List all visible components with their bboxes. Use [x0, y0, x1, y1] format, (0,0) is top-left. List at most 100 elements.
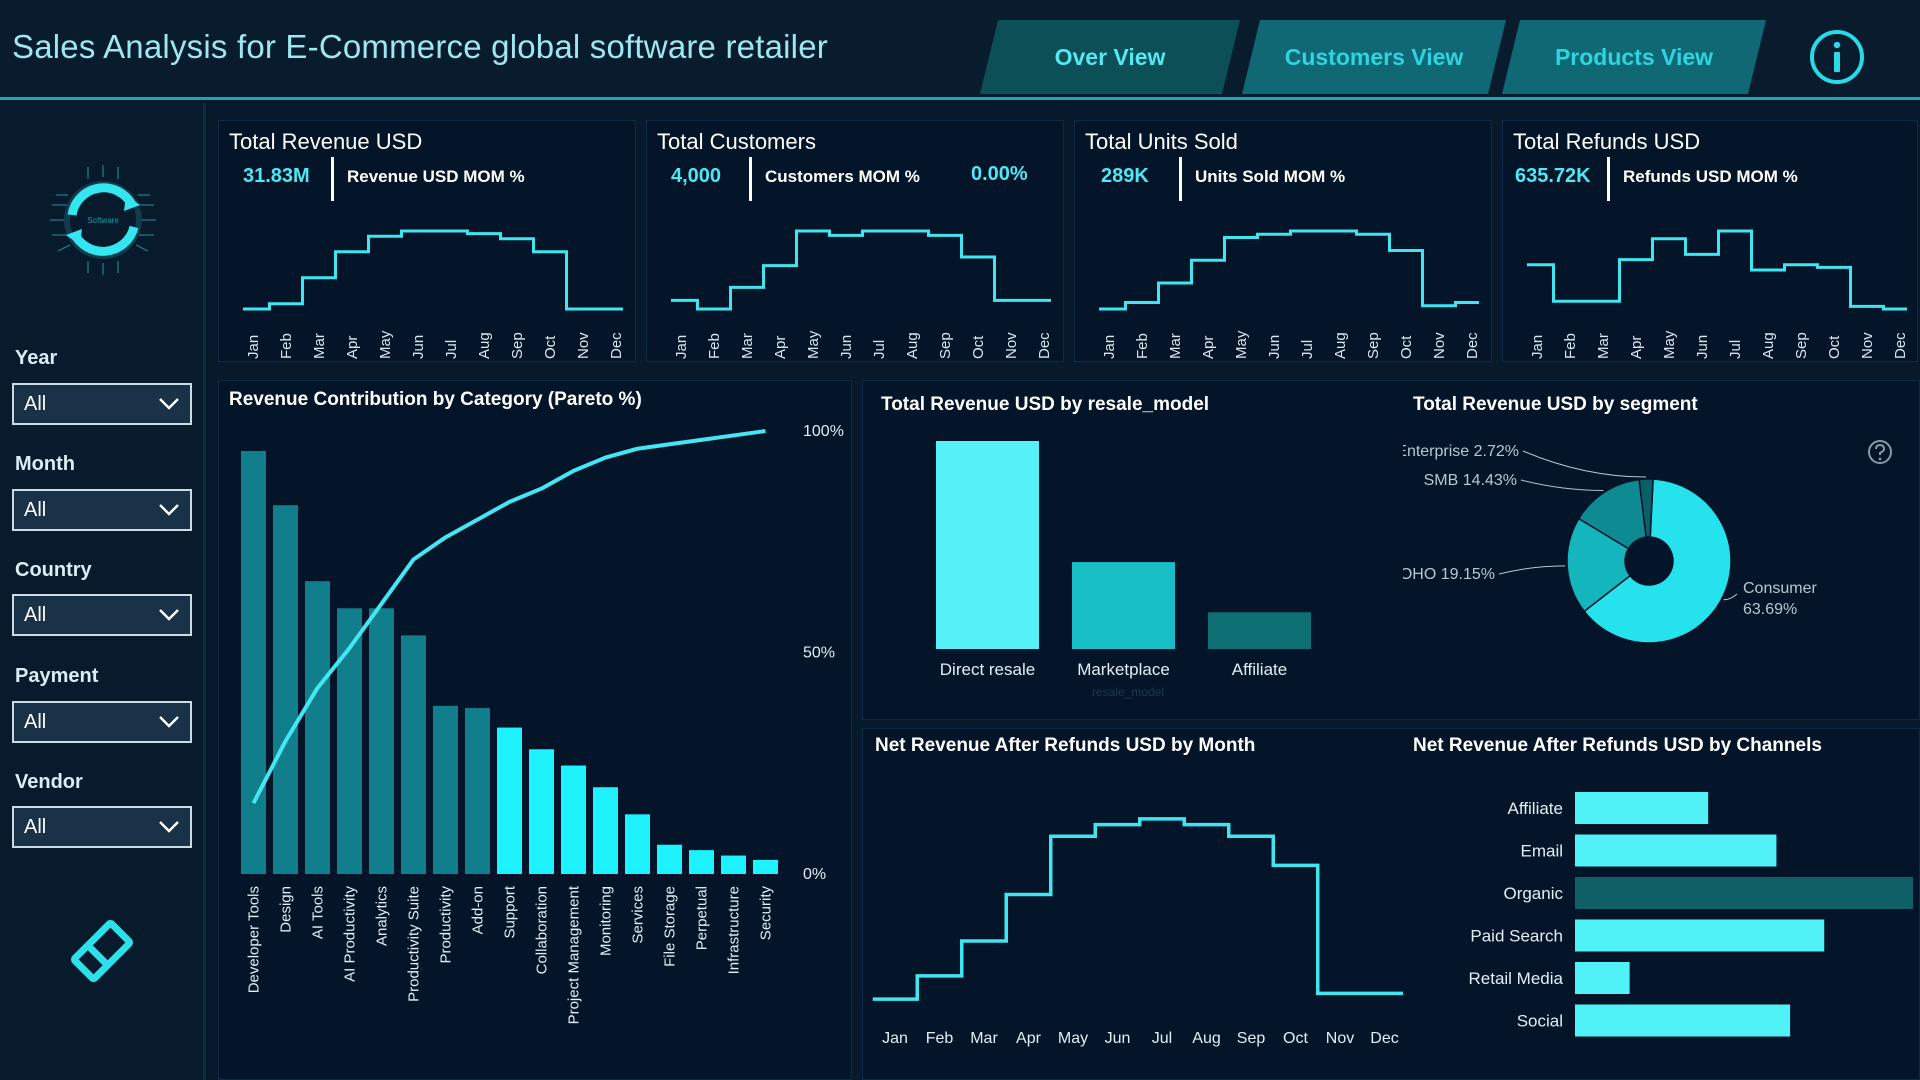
kpi-card-revenue: Total Revenue USD 31.83M Revenue USD MOM…: [218, 120, 636, 362]
category-tick-label: Perpetual: [694, 886, 711, 950]
payment-dropdown-value: All: [24, 710, 47, 733]
kpi-value: 635.72K: [1515, 165, 1591, 187]
year-dropdown[interactable]: All: [12, 383, 192, 425]
kpi-mom-label: Refunds USD MOM %: [1623, 167, 1798, 186]
segment-label: Consumer: [1743, 580, 1817, 597]
kpi-divider: [749, 157, 752, 201]
segment-leader-line: [1520, 479, 1604, 491]
kpi-value: 4,000: [671, 165, 722, 187]
month-tick-label: Oct: [1283, 1030, 1308, 1047]
month-tick-label: Nov: [1431, 332, 1448, 359]
category-tick-label: Services: [630, 886, 647, 944]
chevron-down-icon: [159, 716, 179, 728]
month-tick-label: Mar: [739, 333, 756, 359]
month-tick-label: May: [377, 330, 394, 359]
month-tick-label: Apr: [1628, 336, 1645, 359]
vendor-dropdown-value: All: [24, 815, 47, 838]
month-tick-label: Aug: [1332, 332, 1349, 359]
channel-label: Retail Media: [1469, 969, 1564, 988]
kpi-mom-label: Units Sold MOM %: [1195, 167, 1346, 186]
pareto-bar: [625, 814, 650, 874]
resale-category-label: Marketplace: [1077, 660, 1170, 679]
country-dropdown[interactable]: All: [12, 594, 192, 636]
pareto-y-tick-label: 100%: [803, 423, 844, 440]
pareto-y-tick-label: 0%: [803, 866, 826, 883]
filter-label-year: Year: [15, 347, 58, 369]
category-tick-label: AI Tools: [310, 886, 327, 939]
tab-over-view[interactable]: Over View: [980, 20, 1240, 94]
resale-chart-title: Total Revenue USD by resale_model: [881, 394, 1210, 415]
category-tick-label: Analytics: [374, 886, 391, 946]
pareto-bar: [753, 859, 778, 874]
month-tick-label: Jun: [410, 335, 427, 359]
month-tick-label: Nov: [575, 332, 592, 359]
category-tick-label: Monitoring: [598, 886, 615, 956]
category-tick-label: Collaboration: [534, 886, 551, 974]
month-tick-label: Sep: [1793, 332, 1810, 359]
kpi-mom-value: 0.00%: [971, 163, 1028, 185]
month-tick-label: May: [1661, 330, 1678, 359]
month-tick-label: May: [1058, 1030, 1088, 1047]
category-tick-label: Support: [502, 885, 519, 938]
channel-label: Email: [1520, 842, 1563, 861]
resale-segment-card: Total Revenue USD by resale_model Total …: [862, 380, 1920, 720]
kpi-title: Total Revenue USD: [229, 129, 423, 154]
pareto-bar: [657, 844, 682, 874]
channel-bar: [1575, 792, 1709, 824]
resale-bar: [936, 441, 1039, 649]
chevron-down-icon: [159, 609, 179, 621]
payment-dropdown[interactable]: All: [12, 701, 192, 743]
month-tick-label: Feb: [1134, 333, 1151, 359]
vendor-dropdown[interactable]: All: [12, 806, 192, 848]
month-tick-label: Jun: [1694, 335, 1711, 359]
net-month-chart-title: Net Revenue After Refunds USD by Month: [875, 735, 1256, 756]
kpi-sparkline-chart: Jan Feb Mar Apr May Jun Jul Aug Sep Oct Nov Dec: [1527, 229, 1907, 359]
category-tick-label: Productivity: [438, 886, 455, 964]
segment-label: 63.69%: [1743, 601, 1797, 618]
pareto-bar: [593, 787, 618, 874]
tab-products-view[interactable]: Products View: [1502, 20, 1766, 94]
month-tick-label: Aug: [1760, 332, 1777, 359]
month-tick-label: Jan: [245, 335, 262, 359]
month-dropdown[interactable]: All: [12, 489, 192, 531]
segment-chart-title: Total Revenue USD by segment: [1413, 394, 1698, 415]
pareto-bar: [273, 505, 298, 874]
info-icon[interactable]: [1808, 28, 1866, 86]
chevron-down-icon: [159, 821, 179, 833]
month-tick-label: Oct: [1826, 335, 1843, 359]
month-tick-label: Oct: [1398, 335, 1415, 359]
segment-label: SMB 14.43%: [1424, 472, 1517, 489]
month-tick-label: Oct: [970, 335, 987, 359]
net-revenue-channels-chart: Affiliate Email Organic Paid Search Retail M…: [1469, 792, 1913, 1037]
country-dropdown-value: All: [24, 603, 47, 626]
resale-category-label: Direct resale: [940, 660, 1035, 679]
month-tick-label: Sep: [509, 332, 526, 359]
help-icon[interactable]: [1866, 438, 1894, 466]
month-tick-label: Dec: [1464, 332, 1479, 359]
category-tick-label: AI Productivity: [342, 886, 359, 982]
pareto-chart-card: Revenue Contribution by Category (Pareto…: [218, 380, 852, 1080]
category-tick-label: Productivity Suite: [406, 886, 423, 1002]
pareto-bar: [369, 608, 394, 874]
pareto-bar: [497, 727, 522, 874]
month-tick-label: May: [805, 330, 822, 359]
kpi-title: Total Customers: [657, 129, 816, 154]
segment-slice: [1566, 517, 1632, 613]
month-tick-label: Jul: [1727, 340, 1744, 359]
resale-model-chart: Direct resale Marketplace Affiliate resale_…: [936, 441, 1311, 699]
month-tick-label: Dec: [1370, 1030, 1398, 1047]
month-tick-label: Jan: [1529, 335, 1546, 359]
channel-label: Organic: [1503, 884, 1563, 903]
pareto-bar: [241, 451, 266, 874]
kpi-mom-label: Revenue USD MOM %: [347, 167, 525, 186]
eraser-icon[interactable]: [66, 915, 138, 987]
filter-label-month: Month: [15, 453, 75, 475]
sparkline-line: [243, 229, 623, 311]
tab-customers-view[interactable]: Customers View: [1242, 20, 1506, 94]
net-month-line: [872, 817, 1403, 1001]
month-tick-label: Sep: [937, 332, 954, 359]
month-tick-label: Apr: [1016, 1030, 1042, 1047]
month-tick-label: Apr: [344, 336, 361, 359]
kpi-sparkline-chart: Jan Feb Mar Apr May Jun Jul Aug Sep Oct Nov Dec: [671, 229, 1051, 359]
resale-axis-label: resale_model: [1092, 685, 1164, 699]
